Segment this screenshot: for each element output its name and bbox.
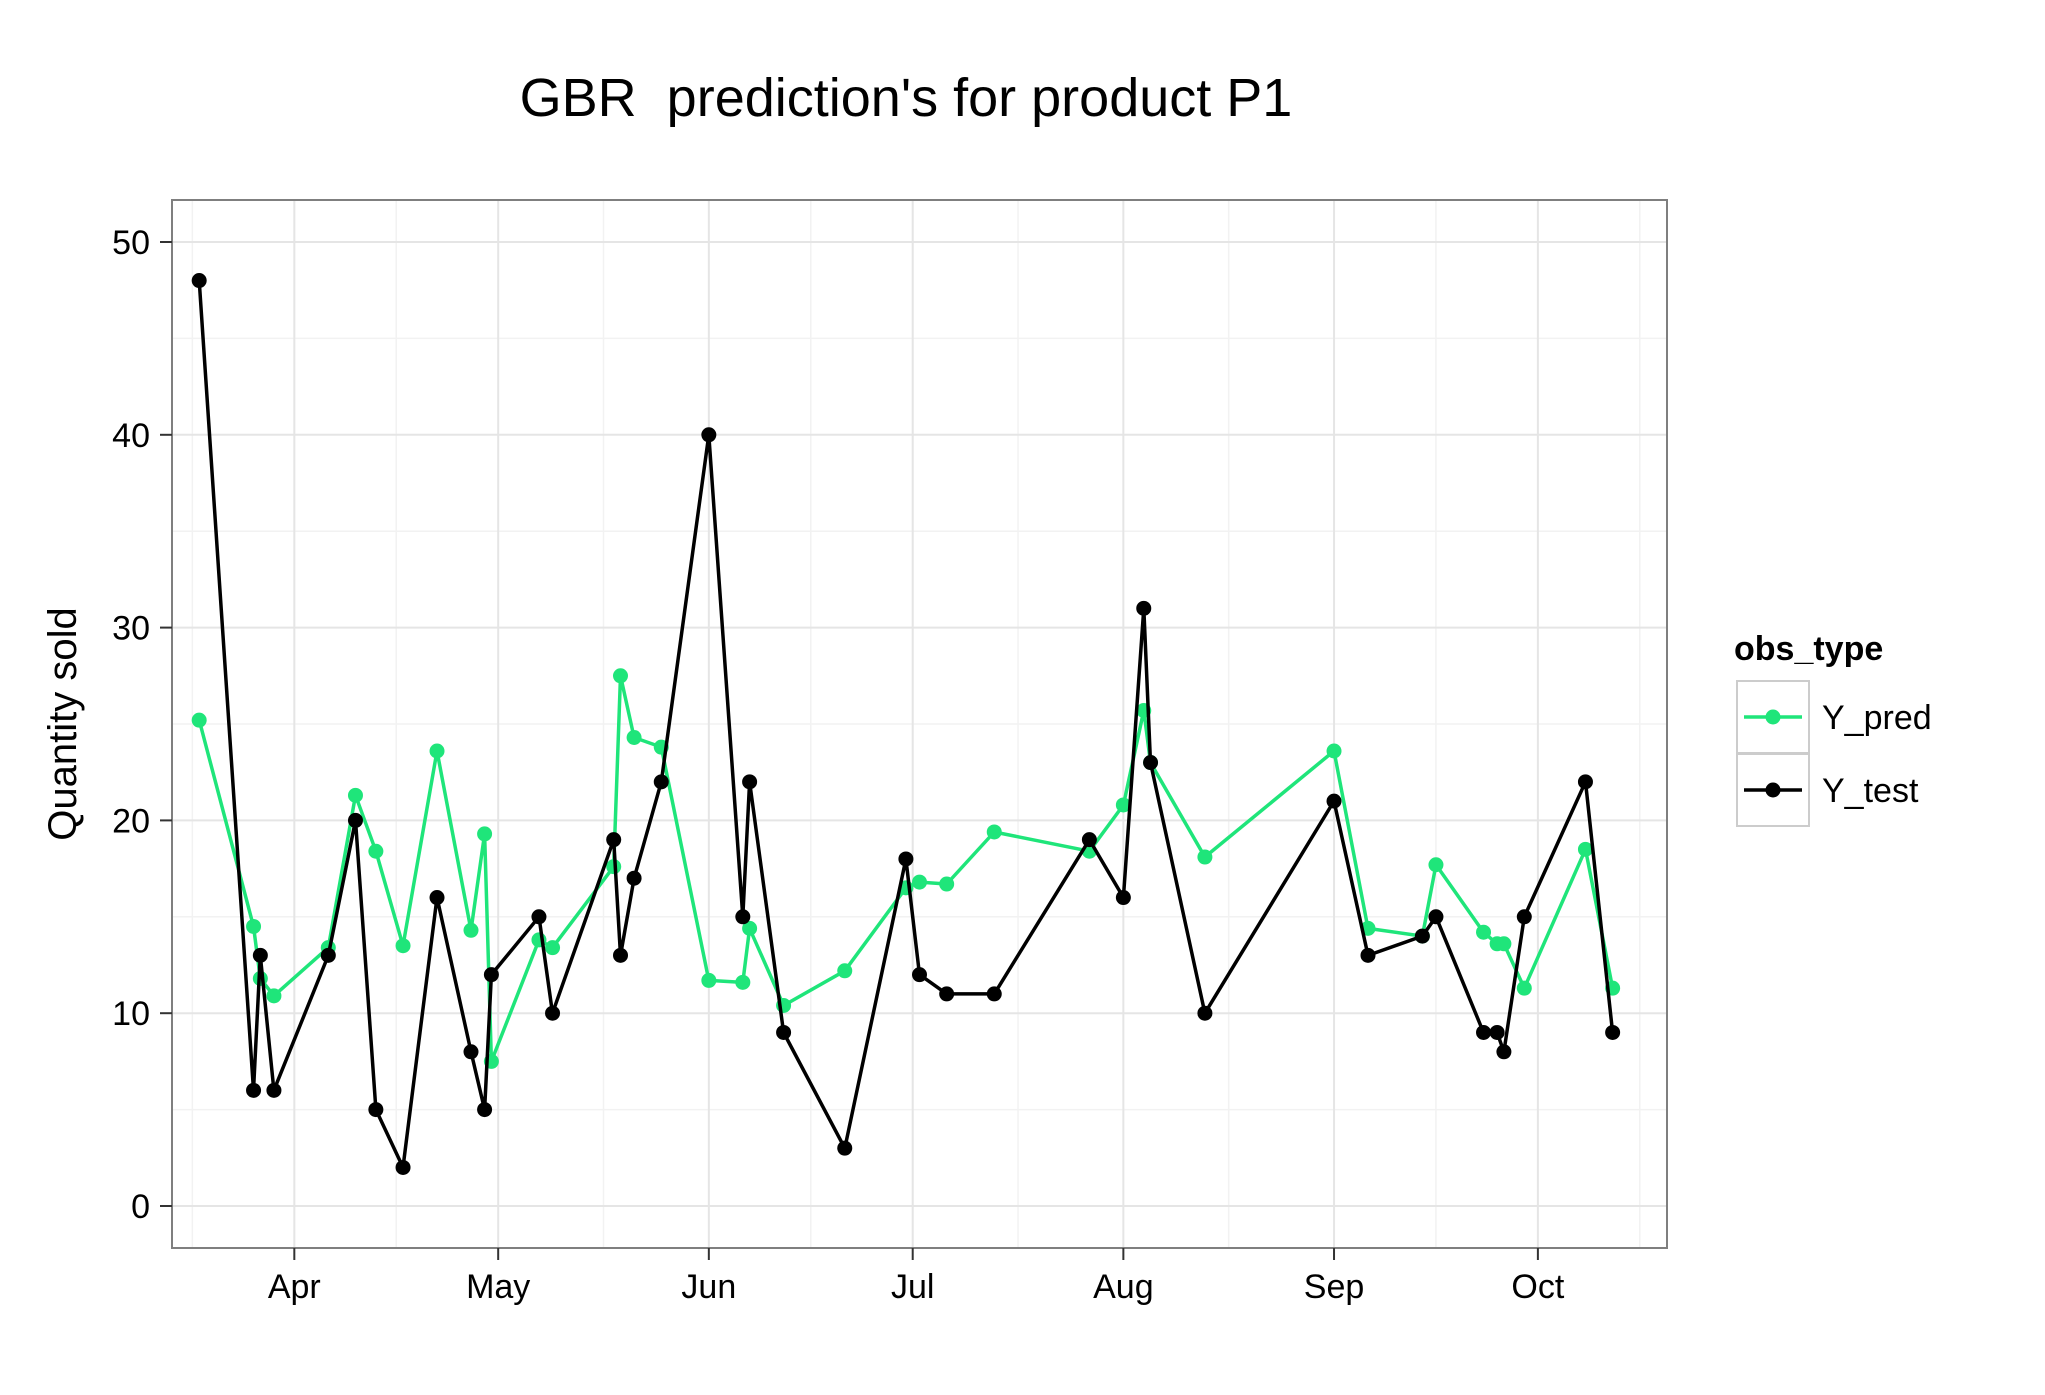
data-point: [1115, 890, 1131, 906]
legend-title: obs_type: [1734, 630, 1883, 668]
data-point: [986, 824, 1002, 840]
data-point: [347, 787, 363, 803]
series-Y_test: [191, 273, 1621, 1175]
data-point: [395, 938, 411, 954]
data-point: [477, 826, 493, 842]
data-point: [1326, 743, 1342, 759]
legend-key-point: [1765, 782, 1781, 798]
data-point: [1197, 1005, 1213, 1021]
x-tick-label: May: [466, 1268, 530, 1306]
data-point: [1489, 1024, 1505, 1040]
data-point: [1197, 849, 1213, 865]
data-point: [1143, 755, 1159, 771]
data-point: [1414, 928, 1430, 944]
data-point: [246, 918, 262, 934]
x-tick-label: Jul: [891, 1268, 934, 1306]
y-tick-label: 20: [112, 802, 150, 840]
data-point: [776, 1024, 792, 1040]
data-point: [1476, 924, 1492, 940]
data-point: [266, 1082, 282, 1098]
plot-border: [171, 199, 1668, 1249]
data-point: [626, 729, 642, 745]
x-tick-label: Apr: [268, 1268, 321, 1306]
data-point: [463, 1044, 479, 1060]
data-point: [266, 988, 282, 1004]
data-point: [368, 1102, 384, 1118]
data-point: [626, 870, 642, 886]
axes: 0 10 20 30 40 50 Apr May Jun Jul Aug Sep Oct: [112, 224, 1565, 1306]
data-point: [701, 427, 717, 443]
x-tick-label: Aug: [1093, 1268, 1154, 1306]
data-point: [1605, 1024, 1621, 1040]
x-tick-label: Oct: [1511, 1268, 1564, 1306]
data-point: [1476, 1024, 1492, 1040]
data-point: [429, 743, 445, 759]
data-point: [368, 843, 384, 859]
data-point: [1496, 936, 1512, 952]
data-point: [320, 947, 336, 963]
data-point: [735, 909, 751, 925]
data-point: [742, 920, 758, 936]
data-point: [531, 909, 547, 925]
data-point: [701, 972, 717, 988]
data-point: [1115, 797, 1131, 813]
grid-lines: [172, 200, 1667, 1248]
data-point: [1428, 857, 1444, 873]
data-point: [1577, 774, 1593, 790]
data-point: [837, 963, 853, 979]
data-point: [395, 1159, 411, 1175]
data-point: [191, 712, 207, 728]
data-point: [545, 940, 561, 956]
x-tick-label: Jun: [681, 1268, 736, 1306]
data-point: [898, 851, 914, 867]
data-point: [1136, 600, 1152, 616]
data-point: [477, 1102, 493, 1118]
data-point: [1326, 793, 1342, 809]
data-point: [1516, 909, 1532, 925]
data-point: [986, 986, 1002, 1002]
data-point: [1428, 909, 1444, 925]
chart-title: GBR prediction's for product P1: [520, 68, 1293, 128]
data-point: [735, 974, 751, 990]
data-point: [1577, 841, 1593, 857]
data-point: [939, 876, 955, 892]
data-point: [463, 922, 479, 938]
data-point: [1081, 832, 1097, 848]
data-point: [837, 1140, 853, 1156]
data-point: [429, 890, 445, 906]
data-point: [606, 832, 622, 848]
data-point: [483, 967, 499, 983]
y-tick-label: 0: [131, 1188, 150, 1226]
y-tick-label: 30: [112, 610, 150, 648]
y-tick-label: 10: [112, 995, 150, 1033]
legend-label: Y_test: [1822, 772, 1919, 810]
data-point: [653, 774, 669, 790]
legend-label: Y_pred: [1822, 699, 1932, 737]
data-point: [912, 874, 927, 890]
data-point: [742, 774, 758, 790]
data-point: [1516, 980, 1532, 996]
data-point: [1496, 1044, 1512, 1060]
data-point: [246, 1082, 262, 1098]
data-point: [1360, 947, 1376, 963]
y-tick-label: 40: [112, 417, 150, 455]
data-point: [252, 947, 268, 963]
data-point: [613, 947, 628, 963]
data-point: [545, 1005, 561, 1021]
y-axis-title: Quantity sold: [41, 607, 85, 840]
data-point: [912, 967, 927, 983]
data-point: [939, 986, 955, 1002]
legend-key-point: [1765, 709, 1781, 725]
series-line: [197, 674, 1615, 1064]
x-tick-label: Sep: [1304, 1268, 1365, 1306]
data-point: [347, 812, 363, 828]
data-point: [613, 668, 628, 684]
legend: obs_type Y_pred Y_test: [1734, 630, 1932, 827]
series-layer: [191, 273, 1621, 1175]
data-point: [191, 273, 207, 289]
y-tick-label: 50: [112, 224, 150, 262]
